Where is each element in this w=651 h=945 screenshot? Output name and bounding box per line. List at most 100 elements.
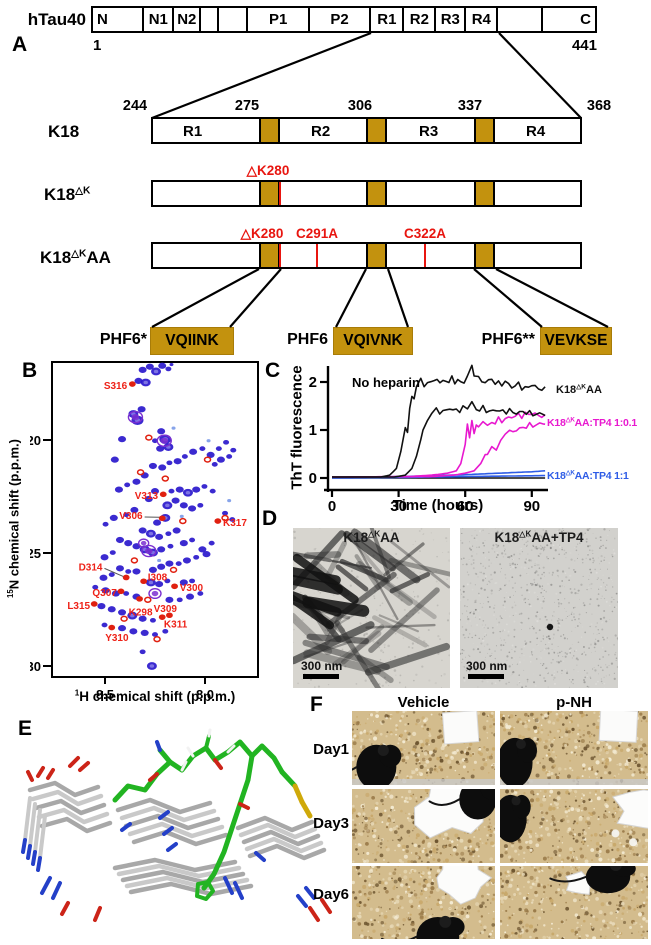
bedding-speck [578, 937, 582, 939]
em-grain [558, 602, 560, 604]
bedding-speck [547, 883, 550, 886]
em-grain [547, 557, 549, 560]
em-grain [608, 640, 610, 642]
em-grain [511, 648, 513, 650]
em-grain [468, 669, 471, 672]
em-grain [566, 670, 568, 672]
bedding-speck [434, 747, 438, 751]
em-fibril [293, 612, 333, 656]
bedding-speck [372, 929, 376, 933]
em-grain [531, 653, 533, 655]
em-grain [527, 598, 529, 601]
nmr-peak-blue [189, 448, 198, 455]
em-grain [483, 588, 486, 591]
em-grain [558, 605, 560, 608]
bedding-speck [527, 719, 531, 722]
tht-xtick-label: 30 [390, 498, 407, 512]
bedding-speck [423, 763, 427, 767]
bedding-speck [605, 935, 607, 938]
bedding-speck [352, 890, 355, 894]
em-grain [605, 585, 607, 587]
em-grain [491, 682, 494, 685]
bedding-speck [561, 888, 565, 892]
bedding-speck [521, 928, 524, 932]
em-grain [490, 562, 492, 564]
mice-row-day3: Day3 [313, 815, 349, 832]
em-grain [534, 571, 537, 574]
bedding-speck [463, 906, 466, 908]
em-fibril [364, 642, 450, 676]
em-grain [365, 632, 368, 636]
bedding-speck [574, 807, 578, 811]
nmr-peak-red-ring [203, 456, 212, 463]
bedding-speck [542, 910, 545, 914]
bedding-speck [581, 775, 584, 778]
em-grain [561, 669, 563, 672]
em-grain [398, 681, 401, 684]
bedding-speck [463, 760, 466, 762]
em-grain [441, 659, 443, 662]
bedding-speck [521, 872, 525, 876]
em-grain [307, 551, 309, 553]
em-grain [513, 650, 516, 653]
htau40-end-residue: 441 [571, 37, 597, 54]
em-grain [492, 607, 495, 610]
bedding-speck [542, 891, 546, 894]
nmr-peak-blue [165, 366, 172, 372]
em-grain [511, 563, 513, 565]
em-grain [411, 646, 414, 649]
bedding-speck [386, 847, 390, 852]
bedding-speck [465, 751, 470, 756]
em-grain [344, 665, 347, 668]
em-grain [474, 528, 476, 530]
em-grain [419, 571, 421, 574]
bedding-speck [577, 832, 582, 837]
bedding-speck [428, 750, 433, 755]
bedding-speck [593, 755, 596, 758]
bedding-speck [480, 930, 485, 935]
nmr-peak-blue [109, 550, 116, 555]
em-grain [573, 533, 575, 536]
em-grain [559, 591, 562, 594]
em-grain [567, 615, 569, 618]
bedding-speck [640, 933, 643, 937]
em-grain [488, 532, 490, 534]
em-grain [533, 578, 536, 581]
bedding-speck [535, 876, 539, 880]
em-grain [564, 548, 566, 550]
em-grain [474, 616, 477, 618]
em-grain [481, 579, 484, 581]
em-grain [571, 644, 573, 645]
fibril-sheet-strand [123, 813, 221, 831]
em-grain [474, 601, 477, 604]
em-grain [502, 530, 504, 532]
bedding-speck [561, 746, 565, 750]
stick [157, 747, 173, 765]
em-grain [498, 535, 502, 538]
bedding-speck [402, 917, 406, 922]
em-grain [543, 548, 546, 551]
bedding-speck [581, 792, 584, 795]
em-grain [494, 604, 496, 606]
bedding-speck [420, 890, 423, 892]
bedding-speck [629, 926, 633, 930]
em-grain [513, 628, 516, 631]
bedding-speck [519, 874, 522, 877]
bedding-speck [379, 842, 383, 846]
em-grain [496, 593, 498, 595]
em-grain [596, 622, 598, 624]
bedding-speck [477, 751, 481, 755]
em-grain [587, 545, 590, 548]
em-grain [571, 678, 574, 681]
em-grain [601, 646, 604, 649]
bedding-speck [395, 724, 398, 727]
em-grain [590, 571, 593, 574]
em-grain [588, 578, 590, 580]
bedding-speck [619, 932, 621, 934]
em-grain [558, 528, 561, 531]
tht-ytick-label: 2 [309, 374, 317, 391]
em-grain [518, 674, 520, 676]
em-grain [568, 567, 571, 570]
em-grain [511, 674, 513, 675]
bedding-speck [505, 909, 508, 913]
